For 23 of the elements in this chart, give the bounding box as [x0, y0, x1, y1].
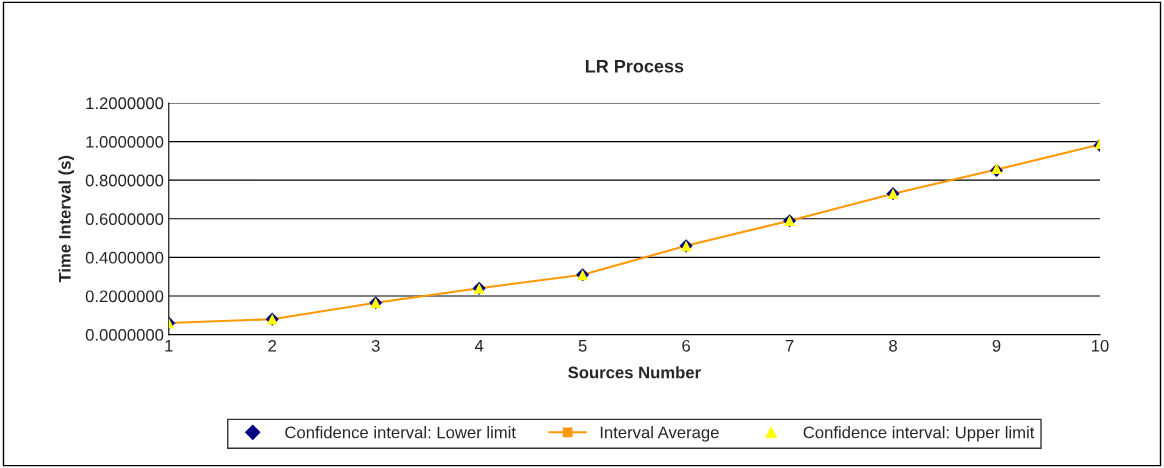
x-tick-label: 8	[889, 339, 897, 352]
y-tick-label: 0.8000000	[85, 174, 164, 187]
x-tick-label: 3	[371, 339, 380, 352]
y-tick-label: 1.0000000	[86, 135, 164, 148]
legend-label: Confidence interval: Upper limit	[803, 426, 1035, 442]
legend-label: Interval Average	[600, 426, 719, 442]
x-tick-label: 5	[578, 340, 587, 352]
x-axis-title: Sources Number	[568, 366, 701, 379]
y-tick-label: 0.6000000	[85, 213, 164, 225]
x-tick-label: 10	[1091, 339, 1109, 352]
y-tick-label: 0.0000000	[85, 329, 164, 341]
x-tick-label: 4	[474, 340, 484, 352]
chart-title: LR Process	[585, 59, 684, 73]
x-tick-label: 2	[268, 339, 277, 352]
x-tick-label: 1	[165, 340, 173, 352]
x-tick-label: 7	[785, 340, 794, 352]
y-tick-label: 0.4000000	[85, 251, 164, 264]
y-axis-title: Time Interval (s)	[58, 155, 75, 283]
y-tick-label: 0.2000000	[85, 290, 164, 303]
y-tick-label: 1.2000000	[86, 97, 164, 110]
legend-label: Confidence interval: Lower limit	[285, 426, 516, 439]
x-tick-label: 9	[992, 339, 1001, 352]
x-tick-label: 6	[682, 339, 691, 352]
